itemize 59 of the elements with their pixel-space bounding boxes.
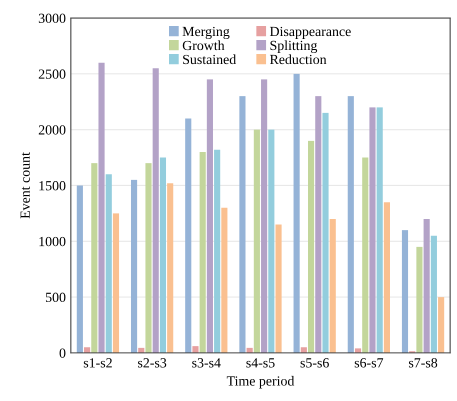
legend-label: Sustained: [183, 54, 236, 64]
bar: [254, 130, 260, 353]
bar: [160, 158, 166, 353]
bar: [322, 112, 329, 353]
bar: [192, 346, 199, 353]
bar: [362, 158, 368, 353]
x-tick-label: s5-s6: [300, 358, 329, 368]
bar: [268, 130, 274, 353]
x-tick-label: s6-s7: [354, 358, 384, 368]
bar: [294, 74, 300, 353]
x-tick-label: s4-s5: [246, 358, 275, 368]
bar: [130, 180, 138, 353]
bar: [402, 230, 408, 353]
bar: [438, 297, 444, 353]
y-tick-label: 3000: [38, 14, 66, 23]
bar: [145, 163, 152, 353]
bar: [214, 150, 220, 353]
bar: [221, 208, 228, 353]
legend-label: Merging: [182, 26, 230, 40]
y-tick-label: 500: [46, 292, 66, 302]
bar: [76, 185, 83, 353]
bar: [430, 236, 437, 353]
bar: [91, 163, 98, 353]
y-tick-label: 2500: [38, 69, 66, 79]
bar: [112, 213, 120, 353]
bar: [167, 183, 174, 353]
bar: [152, 68, 159, 353]
bar: [138, 348, 144, 353]
bar: [376, 107, 383, 353]
bar: [369, 107, 376, 353]
bar: [315, 96, 322, 353]
y-tick-label: 0: [60, 348, 66, 358]
bar: [348, 96, 354, 353]
x-tick-label: s1-s2: [84, 358, 112, 368]
y-tick-label: 1500: [39, 181, 66, 190]
legend-label: Disappearance: [270, 26, 351, 39]
x-tick-label: s3-s4: [192, 358, 221, 368]
bar: [106, 174, 112, 353]
bar: [275, 224, 282, 353]
bar: [206, 79, 213, 353]
bar: [308, 140, 314, 353]
bar: [261, 79, 268, 353]
legend-label: Reduction: [270, 54, 326, 64]
bar: [424, 218, 430, 353]
y-tick-label: 2000: [38, 125, 66, 135]
bar: [384, 202, 390, 353]
y-axis-title: Event count: [20, 152, 30, 218]
x-tick-label: s7-s8: [408, 358, 438, 368]
x-tick-label: s2-s3: [138, 358, 166, 368]
legend-label: Growth: [182, 40, 224, 50]
legend-label: Splitting: [270, 40, 318, 53]
y-tick-label: 1000: [39, 236, 66, 246]
bar: [185, 118, 192, 353]
bar: [330, 218, 336, 353]
x-axis-title: Time period: [226, 376, 294, 388]
bar: [98, 62, 105, 353]
bar: [239, 96, 246, 353]
bar: [416, 246, 423, 353]
bar: [200, 152, 206, 353]
